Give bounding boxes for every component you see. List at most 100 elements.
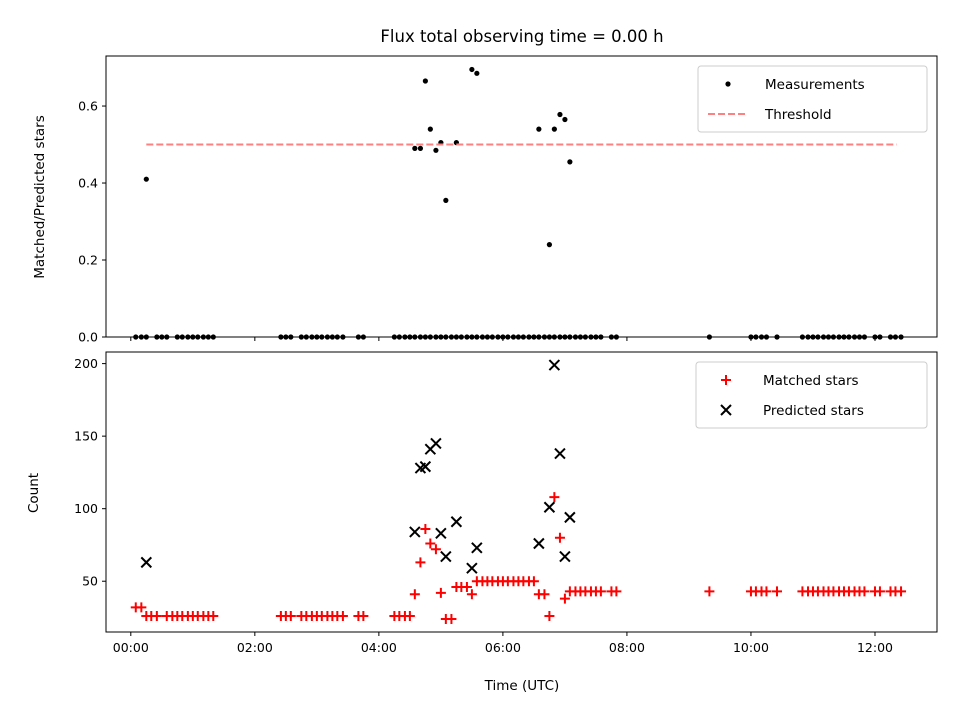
matched-stars-point xyxy=(285,611,296,622)
x-axis-label: Time (UTC) xyxy=(484,678,560,694)
predicted-stars-point xyxy=(419,460,432,473)
x-tick-label: 12:00 xyxy=(857,640,893,655)
predicted-stars-point xyxy=(543,501,556,513)
count-y-ticks: 50 100 150 200 xyxy=(74,356,106,589)
matched-stars-point xyxy=(208,611,219,622)
matched-stars-point xyxy=(409,589,420,600)
legend-predicted-marker xyxy=(720,404,732,416)
predicted-stars-point xyxy=(564,511,576,524)
x-tick-label: 06:00 xyxy=(485,640,521,655)
count-x-ticks: 00:00 02:00 04:00 06:00 08:00 10:00 12:00 xyxy=(113,632,893,655)
ratio-x-ticks xyxy=(130,337,876,341)
predicted-stars-point xyxy=(435,527,447,540)
legend-measurements-marker xyxy=(725,81,731,87)
ratio-axes-frame xyxy=(105,55,938,338)
y-tick-label: 0.0 xyxy=(78,330,98,345)
predicted-stars-point xyxy=(533,537,545,550)
count-legend: Matched stars Predicted stars xyxy=(695,361,928,429)
ratio-legend: Measurements Threshold xyxy=(697,65,928,133)
predicted-stars-point xyxy=(554,447,566,460)
x-tick-label: 10:00 xyxy=(733,640,769,655)
matched-stars-point xyxy=(595,586,606,597)
matched-stars-point xyxy=(528,576,539,587)
predicted-stars-point xyxy=(140,556,153,569)
predicted-stars-point xyxy=(450,516,463,528)
ratio-panel: 0.0 0.2 0.4 0.6 Matched/Predicted stars Mea… xyxy=(32,55,938,345)
matched-stars-point xyxy=(539,589,550,600)
y-tick-label: 0.6 xyxy=(78,99,98,114)
matched-stars-point xyxy=(415,557,426,568)
count-marks xyxy=(130,359,907,624)
measurement-point xyxy=(443,197,449,203)
matched-stars-point xyxy=(435,587,446,598)
y-tick-label: 0.2 xyxy=(78,253,98,268)
ratio-legend-box xyxy=(697,65,928,133)
measurement-point xyxy=(422,78,428,84)
matched-stars-point xyxy=(446,613,457,624)
measurement-point xyxy=(536,126,542,132)
measurement-point xyxy=(427,126,433,132)
matched-stars-point xyxy=(461,582,472,593)
matched-stars-point xyxy=(859,586,870,597)
y-tick-label: 50 xyxy=(82,574,98,589)
predicted-stars-point xyxy=(430,437,442,450)
matched-stars-point xyxy=(611,586,622,597)
legend-measurements-label: Measurements xyxy=(765,77,865,93)
predicted-stars-point xyxy=(409,526,421,538)
chart-title: Flux total observing time = 0.00 h xyxy=(380,27,663,46)
matched-stars-point xyxy=(544,611,555,622)
predicted-stars-point xyxy=(440,550,452,563)
measurement-point xyxy=(412,145,418,151)
count-panel: 00:00 02:00 04:00 06:00 08:00 10:00 12:00 50 10… xyxy=(26,351,938,694)
measurement-point xyxy=(551,126,557,132)
matched-stars-point xyxy=(358,611,369,622)
matched-stars-point xyxy=(772,586,783,597)
legend-matched-label: Matched stars xyxy=(763,373,859,389)
legend-matched-marker xyxy=(721,375,731,385)
x-tick-label: 08:00 xyxy=(609,640,645,655)
y-tick-label: 0.4 xyxy=(78,176,98,191)
matched-stars-point xyxy=(337,611,348,622)
measurement-point xyxy=(546,242,553,248)
matched-stars-point xyxy=(430,544,441,555)
predicted-stars-point xyxy=(471,542,483,554)
x-tick-label: 00:00 xyxy=(113,640,149,655)
matched-stars-point xyxy=(549,492,560,503)
matched-stars-point xyxy=(425,538,436,549)
y-tick-label: 200 xyxy=(74,356,98,371)
y-tick-label: 150 xyxy=(74,429,98,444)
matched-stars-point xyxy=(151,611,162,622)
measurement-point xyxy=(143,176,149,182)
matched-stars-point xyxy=(559,593,570,604)
measurement-point xyxy=(557,111,563,118)
measurement-point xyxy=(474,70,480,76)
ratio-y-ticks: 0.0 0.2 0.4 0.6 xyxy=(78,99,106,345)
x-tick-label: 04:00 xyxy=(361,640,397,655)
measurement-point xyxy=(562,116,568,123)
count-y-axis-label: Count xyxy=(26,473,42,513)
matched-stars-point xyxy=(404,611,415,622)
predicted-stars-point xyxy=(548,359,561,371)
matched-stars-point xyxy=(466,589,477,600)
measurement-point xyxy=(433,147,439,153)
matched-stars-point xyxy=(136,602,147,613)
measurement-point xyxy=(567,159,573,165)
measurement-point xyxy=(469,66,475,73)
matched-stars-point xyxy=(874,586,885,597)
predicted-stars-point xyxy=(466,562,478,574)
predicted-stars-point xyxy=(559,550,571,563)
matched-stars-point xyxy=(420,523,431,534)
matched-stars-point xyxy=(554,532,565,543)
measurement-point xyxy=(417,145,424,151)
matched-stars-point xyxy=(896,586,907,597)
matched-stars-point xyxy=(704,586,715,597)
x-tick-label: 02:00 xyxy=(237,640,273,655)
matched-stars-point xyxy=(761,586,772,597)
y-tick-label: 100 xyxy=(74,501,98,516)
count-legend-box xyxy=(695,361,928,429)
count-axes-frame xyxy=(105,351,938,633)
legend-threshold-label: Threshold xyxy=(764,107,832,123)
legend-predicted-label: Predicted stars xyxy=(763,403,864,419)
ratio-y-axis-label: Matched/Predicted stars xyxy=(32,115,48,278)
